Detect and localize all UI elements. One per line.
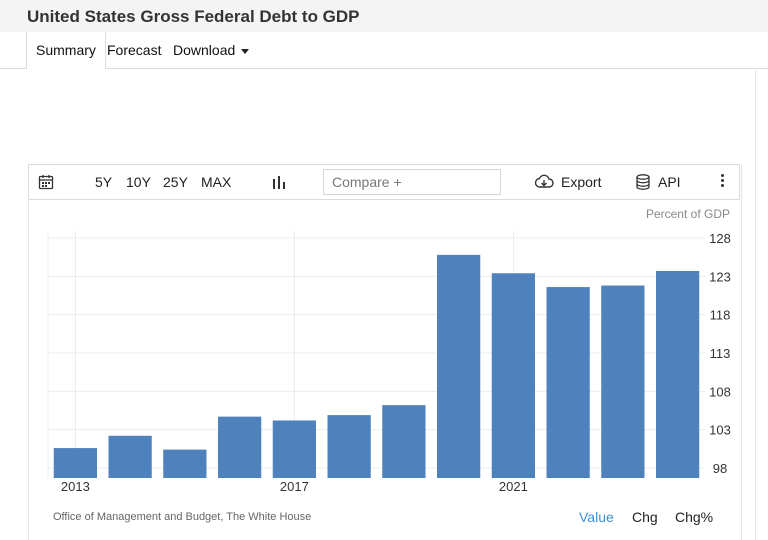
tab-bar: Summary Forecast Download (0, 32, 768, 69)
more-vertical-icon[interactable] (721, 174, 725, 190)
source-label: Office of Management and Budget, The Whi… (53, 511, 312, 523)
range-5y-button[interactable]: 5Y (95, 174, 113, 190)
range-25y-button[interactable]: 25Y (163, 174, 188, 190)
range-max-button[interactable]: MAX (201, 174, 232, 190)
tab-summary[interactable]: Summary (26, 32, 106, 69)
view-chg-percent-button[interactable]: Chg% (675, 509, 714, 525)
database-icon[interactable] (636, 174, 650, 190)
chevron-down-icon (241, 48, 250, 54)
api-button[interactable]: API (658, 174, 681, 190)
right-rail (755, 68, 768, 540)
tab-download-label: Download (173, 42, 236, 58)
cloud-download-icon[interactable] (534, 174, 554, 190)
view-value-button[interactable]: Value (579, 509, 614, 525)
tab-forecast[interactable]: Forecast (107, 42, 162, 58)
calendar-icon[interactable] (38, 174, 54, 190)
tab-download[interactable]: Download (173, 32, 250, 68)
chart-toolbar: 5Y 10Y 25Y MAX Export API (28, 164, 740, 200)
title-bar: United States Gross Federal Debt to GDP (0, 0, 768, 33)
export-button[interactable]: Export (561, 174, 602, 190)
compare-input[interactable] (323, 169, 501, 195)
chart-panel (28, 164, 742, 540)
range-10y-button[interactable]: 10Y (126, 174, 151, 190)
view-chg-button[interactable]: Chg (632, 509, 658, 525)
bar-chart-icon[interactable] (272, 175, 286, 189)
page-title: United States Gross Federal Debt to GDP (27, 7, 360, 26)
